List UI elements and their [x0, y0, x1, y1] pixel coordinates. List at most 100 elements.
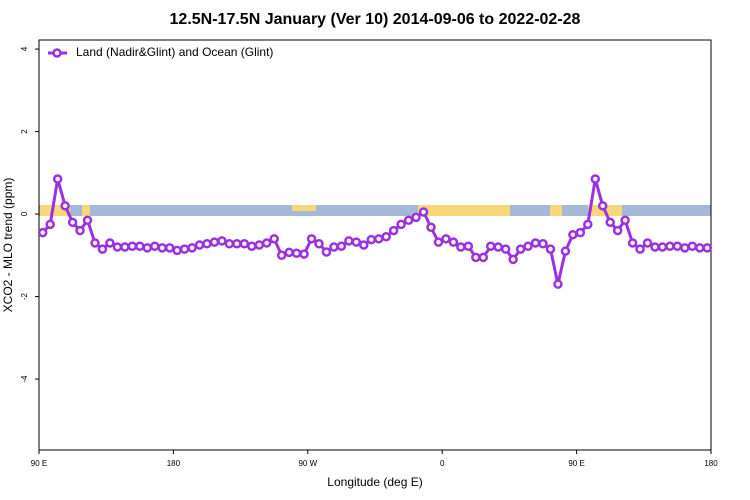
data-point [650, 242, 660, 252]
x-tick-label: 180 [167, 459, 181, 468]
data-point [306, 234, 317, 244]
data-point [381, 232, 391, 242]
data-point [52, 174, 63, 184]
data-point [232, 239, 242, 249]
data-point [269, 234, 279, 244]
y-tick-label: -4 [20, 375, 29, 383]
data-point [202, 239, 212, 249]
data-point [583, 219, 593, 230]
data-point [224, 239, 235, 249]
data-point [157, 243, 167, 253]
land-mask [39, 205, 711, 216]
data-point [149, 241, 160, 251]
data-point [620, 215, 630, 226]
data-point [127, 241, 138, 251]
data-point [500, 244, 511, 254]
data-point [359, 240, 369, 250]
y-axis-label: XCO2 - MLO trend (ppm) [1, 178, 15, 313]
data-point [411, 212, 421, 223]
data-point [105, 238, 115, 248]
data-point [568, 229, 578, 240]
data-point [373, 234, 384, 244]
x-tick-label: 90 E [568, 459, 584, 468]
land-patch [40, 205, 70, 216]
x-tick-label: 90 W [298, 459, 317, 468]
data-point [680, 243, 690, 253]
data-point [635, 244, 645, 254]
data-point [217, 236, 227, 246]
y-tick-label: 4 [20, 46, 29, 51]
data-point [254, 240, 265, 250]
y-tick-label: 2 [20, 129, 29, 134]
data-point [396, 219, 406, 230]
x-tick-label: 180 [704, 459, 718, 468]
data-point [403, 215, 414, 226]
data-point [135, 241, 145, 251]
data-point [448, 237, 459, 247]
land-patch [418, 205, 510, 216]
data-point [366, 234, 377, 245]
data-point [695, 243, 705, 253]
data-point [276, 250, 287, 261]
data-point [261, 238, 272, 248]
data-point [351, 237, 362, 247]
legend-label: Land (Nadir&Glint) and Ocean (Glint) [76, 45, 273, 59]
data-point [508, 254, 518, 265]
data-point [299, 249, 309, 259]
data-point [485, 241, 496, 251]
data-point [388, 225, 399, 236]
data-point [433, 237, 444, 247]
chart-title: 12.5N-17.5N January (Ver 10) 2014-09-06 … [170, 11, 581, 28]
data-point [120, 242, 130, 252]
data-point [60, 201, 70, 211]
data-point [597, 201, 608, 211]
data-point [627, 238, 638, 248]
data-point [418, 207, 429, 217]
data-point [612, 225, 623, 236]
data-point [187, 243, 197, 253]
data-point [530, 238, 541, 248]
ocean-band [39, 205, 711, 216]
data-point [314, 239, 324, 249]
y-tick-label: 0 [20, 211, 29, 216]
x-tick-label: 0 [440, 459, 445, 468]
data-point [515, 244, 526, 254]
data-point [702, 243, 713, 253]
data-point [657, 242, 668, 252]
data-point [90, 238, 100, 248]
data-point [523, 241, 533, 251]
data-point [672, 241, 683, 251]
data-point [642, 238, 653, 248]
data-point [441, 234, 451, 244]
x-tick-label: 90 E [31, 459, 47, 468]
data-point [687, 241, 698, 251]
data-point [553, 279, 563, 289]
data-point [172, 245, 182, 256]
data-point [545, 244, 556, 254]
data-point [67, 217, 78, 228]
data-point [575, 227, 586, 238]
data-point [179, 244, 190, 254]
data-point [538, 239, 548, 249]
data-point [164, 243, 175, 253]
data-point [463, 241, 474, 251]
data-point [247, 241, 257, 251]
data-point [209, 237, 220, 247]
data-point [471, 252, 481, 263]
data-point [329, 242, 339, 252]
data-point [605, 217, 615, 228]
data-point [239, 239, 250, 249]
land-patch [292, 205, 316, 211]
data-point [560, 246, 571, 256]
legend-marker [52, 48, 62, 58]
data-point [142, 243, 153, 253]
x-axis-label: Longitude (deg E) [327, 475, 422, 489]
data-point [493, 242, 503, 252]
data-point [321, 247, 332, 257]
land-patch [82, 205, 90, 216]
data-point [344, 236, 354, 246]
data-point [426, 222, 436, 233]
data-point [112, 242, 123, 252]
data-point [478, 252, 489, 263]
